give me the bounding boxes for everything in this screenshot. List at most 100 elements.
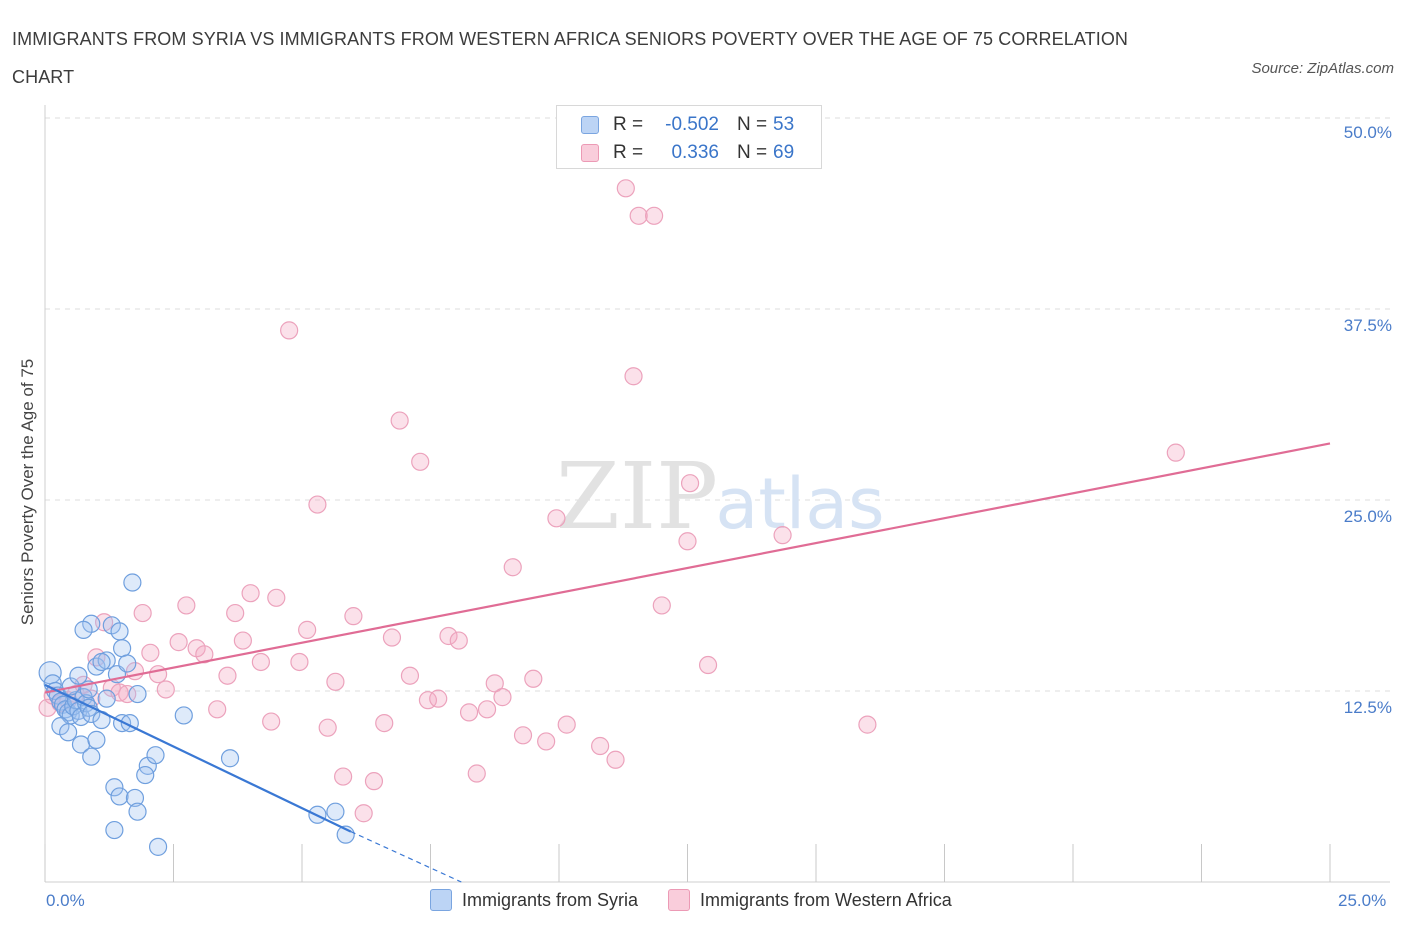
west-africa-point	[477, 700, 497, 719]
syria-trend-extension	[350, 831, 462, 883]
x-tick-25: 25.0%	[1338, 891, 1387, 910]
gridlines	[45, 117, 1390, 692]
west-africa-point	[382, 628, 402, 647]
west-africa-point	[156, 680, 175, 699]
west-africa-point	[218, 666, 237, 685]
syria-point	[112, 639, 132, 658]
west-africa-point	[141, 643, 160, 662]
west-africa-point	[251, 652, 270, 672]
y-tick-50: 50.0%	[1343, 123, 1392, 142]
r-label: R =	[613, 114, 644, 135]
west-africa-point	[280, 321, 299, 340]
west-africa-point	[680, 474, 700, 493]
stats-row-syria: R = -0.502 N = 53	[581, 113, 794, 137]
west-africa-point	[226, 603, 245, 623]
syria-point	[125, 788, 145, 808]
west-africa-point	[195, 645, 214, 664]
syria-point	[123, 573, 142, 592]
y-tick-12-5: 12.5%	[1343, 698, 1392, 717]
r-label: R =	[613, 142, 644, 163]
west-africa-point	[326, 672, 345, 691]
west-africa-point	[344, 607, 363, 626]
west-africa-point	[537, 732, 556, 751]
n-value: 53	[773, 114, 795, 135]
west-africa-point	[652, 596, 671, 615]
west-africa-point	[318, 718, 337, 737]
syria-point	[146, 746, 165, 765]
west-africa-point	[148, 665, 168, 684]
syria-point	[92, 652, 111, 672]
series-west-africa-points	[38, 179, 1185, 823]
watermark-zip: ZIP	[556, 443, 718, 550]
west-africa-trend-line	[44, 442, 1331, 694]
west-africa-point	[644, 206, 664, 225]
west-africa-point	[629, 206, 648, 225]
west-africa-point	[375, 713, 394, 733]
syria-point	[118, 654, 137, 673]
west-africa-point	[557, 715, 576, 734]
west-africa-point	[698, 655, 718, 675]
west-africa-point	[616, 179, 635, 198]
west-africa-point	[624, 367, 643, 386]
west-africa-point	[400, 666, 420, 685]
west-africa-point	[208, 700, 227, 719]
west-africa-point	[485, 674, 504, 693]
trend-lines	[44, 442, 1331, 883]
syria-point	[128, 802, 147, 821]
west-africa-point	[591, 736, 610, 756]
legend-label: Immigrants from Syria	[462, 889, 639, 910]
west-africa-swatch	[668, 889, 691, 911]
west-africa-point	[169, 633, 188, 652]
west-africa-point	[334, 767, 353, 786]
syria-point	[105, 778, 124, 797]
west-africa-point	[298, 620, 317, 639]
n-label: N =	[737, 114, 768, 135]
west-africa-point	[290, 652, 309, 672]
n-value: 69	[773, 142, 795, 163]
west-africa-point	[439, 626, 458, 646]
series-syria-points	[38, 573, 355, 856]
west-africa-point	[449, 631, 468, 650]
syria-point	[136, 765, 155, 785]
west-africa-point	[524, 669, 543, 688]
west-africa-point	[133, 603, 152, 623]
legend-item-west-africa[interactable]: Immigrants from Western Africa	[668, 889, 952, 911]
west-africa-point	[858, 715, 877, 734]
west-africa-point	[1166, 443, 1185, 462]
series-legend: Immigrants from Syria Immigrants from We…	[430, 889, 982, 911]
west-africa-point	[429, 689, 448, 708]
west-africa-point	[233, 631, 252, 650]
source-label: Source: ZipAtlas.com	[1251, 60, 1394, 77]
west-africa-point	[364, 772, 384, 791]
west-africa-point	[467, 764, 486, 783]
syria-point	[220, 749, 240, 768]
west-africa-point	[177, 596, 196, 615]
legend-item-syria[interactable]: Immigrants from Syria	[430, 889, 638, 911]
y-axis-label: Seniors Poverty Over the Age of 75	[18, 358, 37, 626]
syria-point	[87, 730, 106, 749]
west-africa-point	[118, 684, 137, 704]
n-label: N =	[737, 142, 768, 163]
west-africa-point	[308, 495, 327, 514]
legend-label: Immigrants from Western Africa	[700, 889, 952, 910]
syria-swatch	[581, 116, 599, 134]
syria-point	[59, 723, 78, 742]
syria-point	[148, 837, 168, 856]
x-tick-0: 0.0%	[46, 891, 85, 910]
syria-swatch	[430, 889, 452, 911]
west-africa-point	[547, 509, 566, 528]
west-africa-point	[241, 584, 260, 603]
syria-point	[174, 706, 193, 725]
r-value: -0.502	[665, 114, 719, 135]
syria-point	[110, 787, 129, 806]
west-africa-point	[411, 452, 430, 471]
syria-point	[326, 802, 345, 821]
west-africa-point	[678, 532, 697, 551]
r-value: 0.336	[671, 142, 719, 163]
west-africa-point	[773, 526, 792, 545]
syria-point	[82, 747, 101, 766]
west-africa-point	[262, 712, 281, 731]
west-africa-point	[459, 703, 479, 722]
axes	[44, 105, 1390, 883]
